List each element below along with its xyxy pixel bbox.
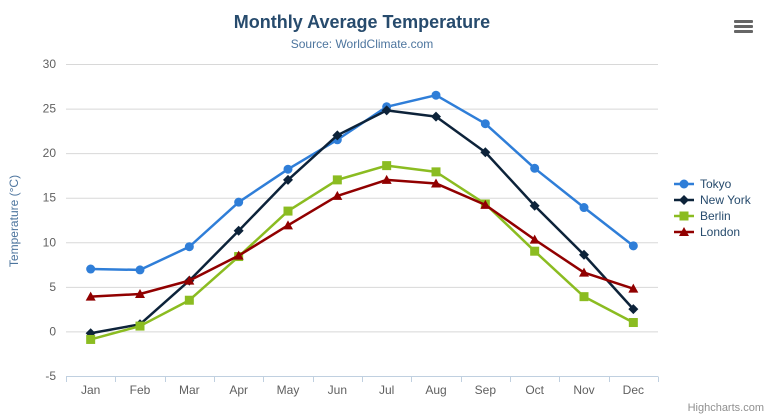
data-point-new-york[interactable] [283,174,293,185]
data-point-tokyo[interactable] [480,119,490,129]
series-line-new-york [89,109,635,335]
data-point-new-york[interactable] [628,304,639,315]
data-point-tokyo[interactable] [135,265,145,275]
legend-marker-symbol [679,227,689,236]
x-axis-label: Jul [379,383,394,397]
data-point-new-york[interactable] [579,249,589,260]
data-point-london[interactable] [233,250,244,260]
x-axis-label: Nov [573,383,594,397]
data-point-tokyo[interactable] [184,242,194,252]
series-london [85,174,639,301]
data-point-new-york[interactable] [233,225,244,236]
data-point-berlin[interactable] [628,318,638,328]
data-point-london[interactable] [529,234,540,244]
series-line-berlin [89,164,635,341]
legend: Tokyo New York Berlin London [673,176,751,240]
legend-item-london[interactable]: London [673,224,751,240]
series-new-york [85,105,639,339]
highcharts-credit-link[interactable]: Highcharts.com [687,402,764,414]
y-axis-label: 15 [43,191,57,205]
context-menu-button[interactable] [734,19,756,35]
y-axis-title: Temperature (°C) [7,174,21,268]
x-axis-label: Sep [475,383,497,397]
data-point-tokyo[interactable] [283,164,293,174]
data-point-berlin[interactable] [283,206,293,216]
hamburger-icon [734,19,753,23]
data-point-berlin[interactable] [579,292,589,302]
legend-marker-triangle-icon [674,227,694,236]
y-axis-label: 20 [43,146,57,160]
legend-item-berlin[interactable]: Berlin [673,208,751,224]
legend-marker-circle-icon [674,179,694,189]
x-axis-label: May [277,383,300,397]
y-axis-label: 0 [49,324,56,338]
legend-marker-symbol [679,195,689,205]
x-axis-label: Apr [229,383,248,397]
y-axis-label: -5 [45,369,56,383]
data-point-london[interactable] [184,275,195,285]
data-point-tokyo[interactable] [431,90,441,100]
data-point-new-york[interactable] [431,111,441,122]
data-point-london[interactable] [628,283,639,293]
data-point-london[interactable] [135,288,145,298]
data-point-tokyo[interactable] [530,163,540,173]
series-line-london [89,178,635,298]
data-point-tokyo[interactable] [628,241,638,251]
chart-title: Monthly Average Temperature [233,12,491,32]
data-point-new-york[interactable] [381,105,392,116]
data-point-berlin[interactable] [184,295,194,305]
data-point-london[interactable] [381,174,392,184]
x-axis-label: Oct [525,383,544,397]
legend-item-label: Berlin [700,209,731,223]
data-point-new-york[interactable] [529,200,540,211]
hamburger-icon [734,29,753,33]
hamburger-icon [734,24,753,28]
legend-marker-symbol [679,211,689,221]
data-point-london[interactable] [283,220,293,230]
legend-marker-symbol [679,179,689,189]
legend-marker-diamond-icon [674,195,694,205]
legend-marker-square-icon [674,211,694,221]
data-point-berlin[interactable] [530,246,540,256]
x-axis-label: Mar [179,383,200,397]
x-axis-label: Jan [81,383,100,397]
data-point-berlin[interactable] [332,175,342,185]
x-axis-label: Aug [425,383,446,397]
data-point-berlin[interactable] [431,167,441,177]
data-point-new-york[interactable] [332,130,343,141]
x-axis-label: Dec [623,383,644,397]
x-axis-label: Feb [130,383,151,397]
legend-item-label: Tokyo [700,177,732,191]
data-point-berlin[interactable] [382,161,392,171]
y-axis-label: 25 [43,102,57,116]
data-point-london[interactable] [579,267,589,277]
y-axis-label: 10 [43,235,57,249]
data-point-tokyo[interactable] [86,264,96,274]
data-point-berlin[interactable] [135,321,145,331]
x-axis-label: Jun [328,383,347,397]
y-axis-label: 30 [43,57,57,71]
series-tokyo [86,90,638,275]
data-point-london[interactable] [85,291,96,301]
data-point-new-york[interactable] [480,147,491,158]
data-point-london[interactable] [332,190,343,200]
chart-subtitle: Source: WorldClimate.com [290,37,434,51]
data-point-london[interactable] [431,178,441,188]
legend-item-label: New York [700,193,751,207]
legend-item-new-york[interactable]: New York [673,192,751,208]
legend-item-label: London [700,225,741,239]
series-line-tokyo [89,93,635,272]
data-point-tokyo[interactable] [234,197,244,207]
legend-item-tokyo[interactable]: Tokyo [673,176,751,192]
data-point-tokyo[interactable] [579,203,589,213]
y-axis-label: 5 [49,280,56,294]
data-point-london[interactable] [480,199,491,209]
data-point-berlin[interactable] [86,334,96,344]
